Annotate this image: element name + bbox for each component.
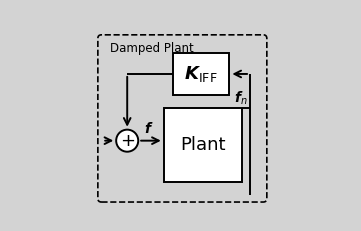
Bar (173, 53, 230, 95)
Text: $\boldsymbol{f}_n$: $\boldsymbol{f}_n$ (234, 89, 248, 107)
Text: $\boldsymbol{f}$: $\boldsymbol{f}$ (144, 121, 154, 136)
Circle shape (116, 130, 138, 152)
Text: $\boldsymbol{K}_{\mathrm{IFF}}$: $\boldsymbol{K}_{\mathrm{IFF}}$ (184, 64, 218, 84)
Text: Damped Plant: Damped Plant (110, 42, 194, 55)
Bar (164, 108, 242, 182)
FancyBboxPatch shape (98, 35, 267, 202)
Text: $+$: $+$ (119, 132, 135, 150)
Text: Plant: Plant (180, 136, 226, 154)
